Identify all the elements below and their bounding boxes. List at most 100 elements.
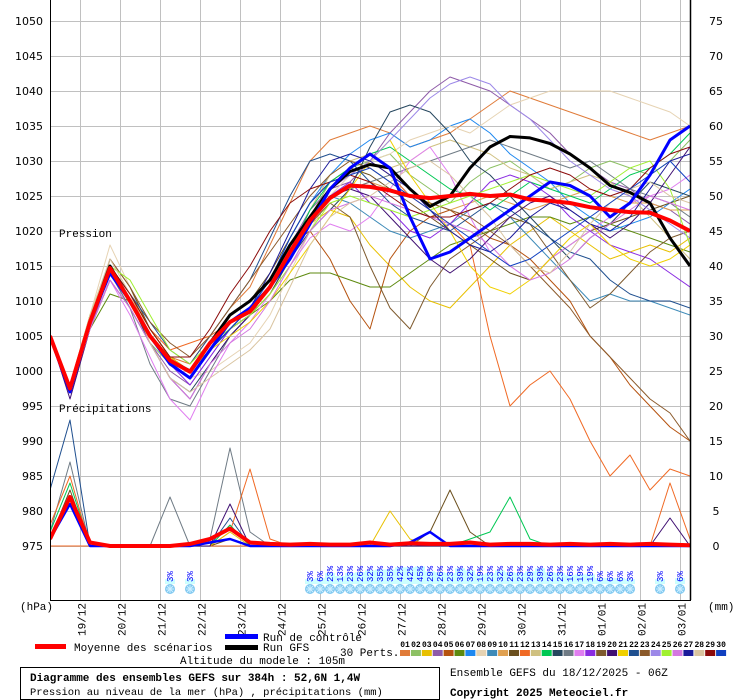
- snowflake-icon-glyph: [556, 585, 564, 593]
- member-legend-swatch: [400, 650, 410, 656]
- snow-prob-label: 6%: [676, 571, 686, 582]
- left-axis-tick: 1050: [15, 15, 43, 28]
- legend-control-label: Run de contrôle: [263, 633, 362, 645]
- snow-prob-label: 3%: [186, 571, 196, 582]
- snow-prob-bar: [595, 578, 605, 584]
- snow-prob-label: 3%: [306, 571, 316, 582]
- member-19-pressure-line: [50, 202, 690, 386]
- snow-prob-bar: [655, 579, 665, 584]
- member-legend-id: 30: [716, 641, 726, 650]
- member-01-pressure-line: [50, 90, 690, 393]
- snow-prob-bar: [625, 579, 635, 584]
- snowflake-icon-glyph: [346, 585, 354, 593]
- snow-prob-bar: [185, 579, 195, 584]
- date-label: 22/12: [198, 603, 210, 636]
- member-legend-swatch: [661, 650, 672, 656]
- member-legend-id: 27: [684, 641, 694, 650]
- snow-prob-label: 3%: [626, 571, 636, 582]
- legend-perts-label: 30 Perts.: [340, 648, 399, 660]
- member-legend-id: 20: [607, 641, 617, 650]
- member-10-pressure-line: [50, 181, 690, 386]
- right-axis-tick: 10: [709, 470, 723, 483]
- snowflake-icon-glyph: [596, 585, 604, 593]
- snow-prob-label: 42%: [406, 565, 416, 582]
- snow-probability-row: 3% 3% 3% 6% 23% 13% 23% 26% 32% 35% 35% 42% 42% 45% 29…: [165, 565, 686, 594]
- right-axis-tick: 20: [709, 400, 723, 413]
- member-legend-id: 22: [629, 641, 639, 650]
- member-legend-swatch: [607, 650, 618, 656]
- snow-prob-bar: [445, 573, 455, 584]
- snowflake-icon-glyph: [356, 585, 364, 593]
- snow-prob-bar: [615, 578, 625, 584]
- snow-prob-bar: [515, 573, 525, 584]
- snowflake-icon-glyph: [186, 585, 194, 593]
- snow-prob-bar: [405, 567, 415, 584]
- left-axis-tick: 1020: [15, 225, 43, 238]
- member-legend-swatch: [530, 650, 541, 656]
- snow-prob-label: 26%: [546, 565, 556, 582]
- snow-prob-bar: [505, 572, 515, 584]
- left-axis-unit: (hPa): [20, 602, 53, 614]
- member-legend-swatch: [683, 650, 694, 656]
- right-axis-tick: 35: [709, 295, 723, 308]
- date-labels: 19/12 20/12 21/12 22/12 23/12 24/12 25/12 26/12…: [78, 603, 690, 636]
- copyright: Copyright 2025 Meteociel.fr: [450, 688, 628, 700]
- snowflake-icon-glyph: [396, 585, 404, 593]
- plot-area: [50, 76, 690, 548]
- member-legend-id: 06: [455, 641, 465, 650]
- left-axis-tick: 1030: [15, 155, 43, 168]
- snow-prob-label: 23%: [486, 565, 496, 582]
- member-legend-id: 02: [411, 641, 421, 650]
- left-axis-tick: 1015: [15, 260, 43, 273]
- left-axis-tick: 995: [22, 400, 43, 413]
- member-16-pressure-line: [50, 139, 690, 407]
- member-legend-id: 15: [553, 641, 563, 650]
- snow-prob-bar: [345, 573, 355, 584]
- snow-prob-bar: [675, 578, 685, 584]
- snow-prob-label: 26%: [356, 565, 366, 582]
- snowflake-icon-glyph: [426, 585, 434, 593]
- snow-prob-label: 6%: [596, 571, 606, 582]
- date-label: 01/01: [598, 603, 610, 636]
- date-label: 30/12: [518, 603, 530, 636]
- snow-prob-label: 32%: [496, 565, 506, 582]
- date-label: 28/12: [438, 603, 450, 636]
- member-legend-id: 07: [466, 641, 476, 650]
- snow-prob-label: 23%: [516, 565, 526, 582]
- snow-prob-label: 42%: [396, 565, 406, 582]
- member-legend-id: 13: [531, 641, 541, 650]
- member-legend-id: 01: [400, 641, 410, 650]
- member-legend-swatch: [552, 650, 563, 656]
- member-legend-swatch: [639, 650, 650, 656]
- snowflake-icon-glyph: [476, 585, 484, 593]
- member-legend-id: 29: [705, 641, 715, 650]
- snowflake-icon-glyph: [606, 585, 614, 593]
- member-legend-swatch: [498, 650, 509, 656]
- snow-prob-label: 6%: [616, 571, 626, 582]
- snow-prob-bar: [565, 575, 575, 584]
- snow-prob-bar: [325, 573, 335, 584]
- snow-prob-label: 39%: [456, 565, 466, 582]
- member-22-precip-line: [50, 419, 690, 547]
- left-axis-tick: 1000: [15, 365, 43, 378]
- member-legend-id: 24: [651, 641, 661, 650]
- member-legend-swatch: [628, 650, 639, 656]
- member-legend-swatch: [541, 650, 552, 656]
- member-legend-swatch: [574, 650, 585, 656]
- date-label: 24/12: [278, 603, 290, 636]
- snowflake-icon-glyph: [496, 585, 504, 593]
- member-legend-id: 17: [575, 641, 585, 650]
- snowflake-icon-glyph: [366, 585, 374, 593]
- member-legend-swatch: [454, 650, 465, 656]
- snowflake-icon-glyph: [166, 585, 174, 593]
- member-legend-id: 04: [433, 641, 443, 650]
- snow-prob-bar: [385, 569, 395, 584]
- control-precip-line: [50, 502, 690, 548]
- snow-prob-label: 19%: [476, 565, 486, 582]
- left-axis-tick: 975: [22, 540, 43, 553]
- snow-prob-bar: [535, 568, 545, 584]
- snow-prob-bar: [525, 571, 535, 584]
- snowflake-icon-glyph: [536, 585, 544, 593]
- member-legend-id: 05: [444, 641, 454, 650]
